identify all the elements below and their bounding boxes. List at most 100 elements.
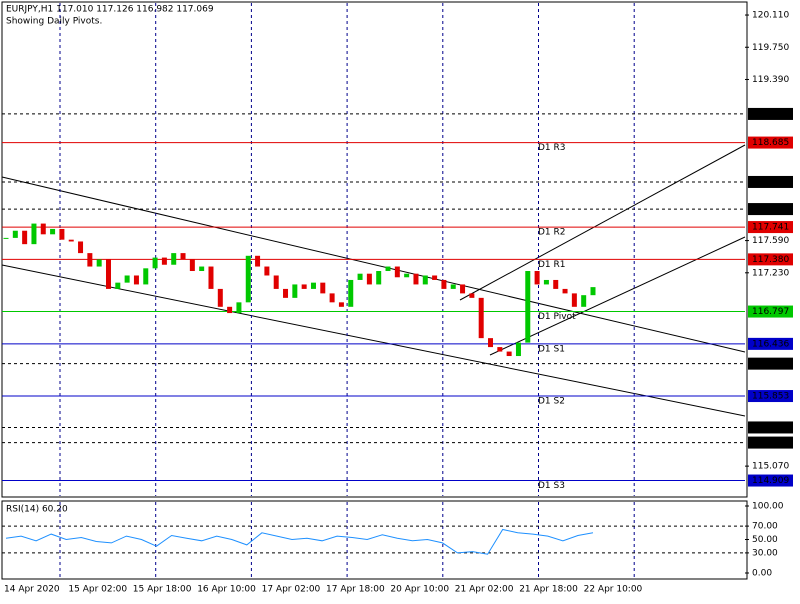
candle [31, 223, 37, 245]
level-price-box [748, 107, 793, 120]
channel-line [1, 264, 746, 417]
candle [562, 288, 568, 294]
candle [320, 282, 326, 294]
level-price-label: 117.942 [752, 205, 789, 215]
y-tick-label: 115.070 [752, 462, 789, 472]
candle [376, 271, 382, 285]
candle [133, 275, 139, 285]
candle [404, 273, 410, 278]
candle [68, 239, 74, 242]
level-price-box [748, 203, 793, 216]
x-tick-label: 14 Apr 2020 [4, 585, 60, 595]
candle [199, 266, 205, 272]
candle [59, 228, 65, 240]
candle [385, 266, 391, 272]
candle [338, 302, 344, 307]
candle [208, 266, 214, 289]
y-tick-label: 120.110 [752, 11, 789, 21]
y-tick-label: 119.750 [752, 43, 789, 53]
candle [497, 347, 503, 352]
level-price-label: 115.853 [752, 392, 789, 402]
candle [180, 253, 186, 260]
candle [348, 279, 354, 307]
candle [310, 282, 316, 289]
rsi-tick-label: 0.00 [752, 569, 772, 579]
candle [152, 257, 158, 269]
candle [273, 275, 279, 289]
level-price-box [748, 421, 793, 434]
candle [115, 282, 121, 289]
candle [469, 293, 475, 298]
candle [40, 223, 46, 235]
level-price-box [748, 221, 793, 234]
level-price-label: 115.333 [752, 438, 789, 448]
candle [478, 297, 484, 339]
level-price-label: 116.797 [752, 307, 789, 317]
candle [50, 228, 56, 235]
pivot-label: D1 Pivot [538, 312, 576, 322]
level-price-box [748, 253, 793, 266]
y-tick-label: 117.230 [752, 268, 789, 278]
candle [227, 306, 233, 314]
candle [450, 284, 456, 289]
candle [571, 293, 577, 307]
candle [590, 287, 596, 296]
candle [105, 259, 111, 289]
x-tick-label: 15 Apr 18:00 [133, 585, 192, 595]
x-tick-label: 22 Apr 10:00 [584, 585, 643, 595]
candle [171, 253, 177, 265]
x-tick-label: 15 Apr 02:00 [68, 585, 127, 595]
level-price-box [748, 337, 793, 350]
candle [441, 279, 447, 289]
level-price-label: 114.909 [752, 476, 789, 486]
level-price-box [748, 390, 793, 403]
candle [553, 279, 559, 289]
rsi-tick-label: 30.00 [752, 548, 778, 558]
candle [189, 259, 195, 272]
pivot-label: D1 R1 [538, 260, 566, 270]
level-price-box [748, 357, 793, 370]
level-price-label: 116.215 [752, 359, 789, 369]
channel-line [1, 176, 746, 353]
candle [488, 338, 494, 348]
pivot-label: D1 R3 [538, 143, 566, 153]
channel-line [459, 144, 746, 301]
candle [581, 295, 587, 307]
rsi-tick-label: 50.00 [752, 535, 778, 545]
level-price-label: 116.436 [752, 339, 789, 349]
candle [413, 273, 419, 285]
pivot-label: D1 S2 [538, 397, 565, 407]
candle [543, 279, 549, 285]
candle [236, 302, 242, 314]
candle [12, 230, 18, 238]
candle [506, 351, 512, 357]
candle [124, 275, 130, 283]
candle [515, 342, 521, 357]
candle [329, 293, 335, 303]
candle [525, 271, 531, 343]
candle [22, 230, 28, 245]
rsi-line [5, 528, 594, 555]
chart-subtitle: Showing Daily Pivots. [6, 17, 102, 27]
candle [357, 273, 363, 280]
candle [432, 275, 438, 280]
candle [301, 284, 307, 289]
chart-title: EURJPY,H1 117.010 117.126 116.982 117.06… [6, 5, 214, 15]
level-price-box [748, 436, 793, 449]
level-price-label: 117.741 [752, 223, 789, 233]
level-price-box [748, 175, 793, 188]
level-price-label: 118.685 [752, 138, 789, 148]
x-tick-label: 16 Apr 10:00 [197, 585, 256, 595]
level-price-label: 119.005 [752, 109, 789, 119]
y-tick-label: 119.390 [752, 75, 789, 85]
rsi-title: RSI(14) 60.20 [6, 505, 68, 515]
x-tick-label: 20 Apr 10:00 [390, 585, 449, 595]
candle [292, 284, 298, 298]
candle [394, 266, 400, 278]
pivot-label: D1 S1 [538, 344, 565, 354]
candle [3, 237, 9, 239]
level-price-label: 115.502 [752, 423, 789, 433]
candle [217, 288, 223, 307]
